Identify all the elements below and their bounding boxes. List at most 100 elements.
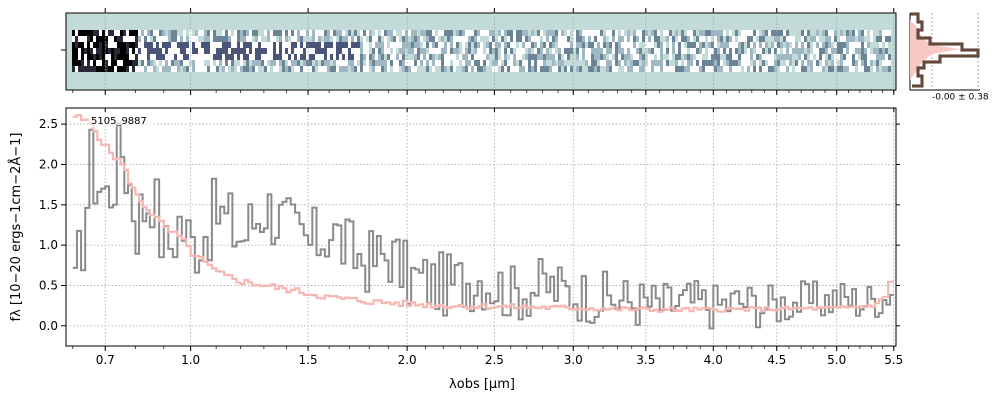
spectrum-2d-pixel: [198, 36, 201, 42]
spectrum-2d-pixel: [705, 54, 708, 60]
spectrum-2d-pixel: [804, 54, 807, 60]
spectrum-2d-pixel: [645, 30, 648, 36]
spectrum-2d-pixel: [774, 36, 777, 42]
spectrum-2d-pixel: [111, 48, 114, 54]
spectrum-2d-pixel: [564, 42, 567, 48]
spectrum-2d-pixel: [825, 36, 828, 42]
spectrum-2d-pixel: [516, 42, 519, 48]
spectrum-2d-pixel: [480, 30, 483, 36]
x-tick-label: 4.0: [704, 353, 723, 367]
spectrum-2d-pixel: [507, 48, 510, 54]
spectrum-2d-pixel: [375, 30, 378, 36]
spectrum-2d-pixel: [879, 48, 882, 54]
spectrum-2d-pixel: [489, 42, 492, 48]
spectrum-2d-pixel: [357, 54, 360, 60]
spectrum-2d-pixel: [285, 36, 288, 42]
spectrum-2d-pixel: [669, 48, 672, 54]
spectrum-2d-pixel: [126, 36, 129, 42]
spectrum-2d-pixel: [762, 30, 765, 36]
spectrum-2d-pixel: [417, 48, 420, 54]
spectrum-2d-pixel: [402, 66, 405, 72]
spectrum-2d-pixel: [192, 30, 195, 36]
spectrum-2d-pixel: [618, 66, 621, 72]
spectrum-2d-pixel: [468, 54, 471, 60]
spectrum-2d-pixel: [771, 42, 774, 48]
spectrum-2d-pixel: [555, 48, 558, 54]
spectrum-2d-pixel: [783, 66, 786, 72]
spectrum-2d-pixel: [858, 48, 861, 54]
x-axis-label: λobs [μm]: [449, 377, 515, 392]
spectrum-2d-pixel: [177, 54, 180, 60]
spectrum-2d-pixel: [747, 48, 750, 54]
spectrum-2d-pixel: [858, 66, 861, 72]
spectrum-2d-pixel: [603, 48, 606, 54]
spectrum-2d-pixel: [648, 66, 651, 72]
spectrum-2d-pixel: [666, 42, 669, 48]
spectrum-2d-pixel: [444, 60, 447, 66]
spectrum-2d-pixel: [438, 48, 441, 54]
spectrum-2d-pixel: [315, 66, 318, 72]
spectrum-2d-pixel: [234, 36, 237, 42]
spectrum-2d-pixel: [105, 36, 108, 42]
spectrum-2d-pixel: [570, 36, 573, 42]
spectrum-2d-pixel: [468, 30, 471, 36]
spectrum-2d-pixel: [705, 48, 708, 54]
spectrum-2d-pixel: [222, 30, 225, 36]
spectrum-2d-pixel: [828, 36, 831, 42]
spectrum-2d-pixel: [288, 30, 291, 36]
spectrum-2d-pixel: [144, 60, 147, 66]
spectrum-2d-pixel: [852, 42, 855, 48]
spectrum-2d-pixel: [225, 54, 228, 60]
spectrum-2d-pixel: [291, 60, 294, 66]
spectrum-2d-pixel: [672, 48, 675, 54]
spectrum-2d-pixel: [186, 42, 189, 48]
spectrum-2d-pixel: [372, 60, 375, 66]
spectrum-2d-pixel: [762, 60, 765, 66]
spectrum-2d-pixel: [657, 30, 660, 36]
spectrum-2d-pixel: [222, 42, 225, 48]
spectrum-2d-pixel: [147, 48, 150, 54]
spectrum-2d-pixel: [726, 60, 729, 66]
spectrum-2d-pixel: [213, 66, 216, 72]
spectrum-2d-pixel: [438, 54, 441, 60]
spectrum-2d-pixel: [513, 36, 516, 42]
spectrum-2d-pixel: [84, 48, 87, 54]
spectrum-2d-pixel: [645, 48, 648, 54]
spectrum-2d-pixel: [651, 42, 654, 48]
spectrum-2d-pixel: [675, 54, 678, 60]
spectrum-2d-pixel: [885, 30, 888, 36]
spectrum-2d-pixel: [384, 54, 387, 60]
spectrum-2d-pixel: [357, 48, 360, 54]
spectrum-2d-pixel: [492, 42, 495, 48]
spectrum-2d-pixel: [843, 66, 846, 72]
spectrum-2d-pixel: [660, 48, 663, 54]
spectrum-2d-pixel: [222, 48, 225, 54]
spectrum-2d-pixel: [735, 30, 738, 36]
spectrum-2d-pixel: [282, 42, 285, 48]
spectrum-2d-pixel: [153, 60, 156, 66]
spectrum-2d-pixel: [888, 60, 891, 66]
spectrum-2d-pixel: [804, 42, 807, 48]
spectrum-2d-pixel: [477, 54, 480, 60]
spectrum-2d-pixel: [219, 42, 222, 48]
spectrum-2d-pixel: [489, 60, 492, 66]
spectrum-2d-pixel: [495, 60, 498, 66]
spectrum-2d-pixel: [888, 54, 891, 60]
spectrum-2d-pixel: [507, 30, 510, 36]
spectrum-2d-pixel: [432, 42, 435, 48]
spectrum-2d-pixel: [162, 36, 165, 42]
spectrum-2d-pixel: [750, 60, 753, 66]
spectrum-2d-pixel: [585, 54, 588, 60]
spectrum-2d-pixel: [312, 30, 315, 36]
spectrum-2d-pixel: [120, 48, 123, 54]
spectrum-2d-pixel: [663, 36, 666, 42]
spectrum-2d-pixel: [606, 30, 609, 36]
spectrum-2d-pixel: [669, 54, 672, 60]
spectrum-2d-pixel: [609, 66, 612, 72]
spectrum-2d-pixel: [174, 30, 177, 36]
spectrum-2d-pixel: [819, 54, 822, 60]
spectrum-2d-pixel: [546, 36, 549, 42]
spectrum-2d-pixel: [777, 30, 780, 36]
spectrum-2d-pixel: [177, 42, 180, 48]
spectrum-2d-pixel: [201, 54, 204, 60]
